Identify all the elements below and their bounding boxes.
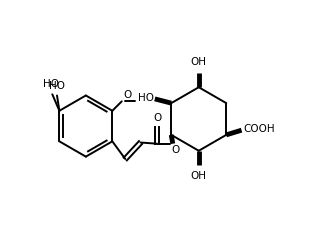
Text: COOH: COOH: [243, 124, 275, 134]
Text: OH: OH: [191, 170, 207, 180]
Text: O: O: [171, 145, 180, 155]
Text: O: O: [153, 113, 161, 123]
Text: OH: OH: [191, 58, 207, 68]
Text: HO: HO: [43, 79, 59, 89]
Text: HO: HO: [48, 81, 64, 91]
Text: HO: HO: [138, 93, 154, 103]
Text: O: O: [123, 90, 131, 100]
